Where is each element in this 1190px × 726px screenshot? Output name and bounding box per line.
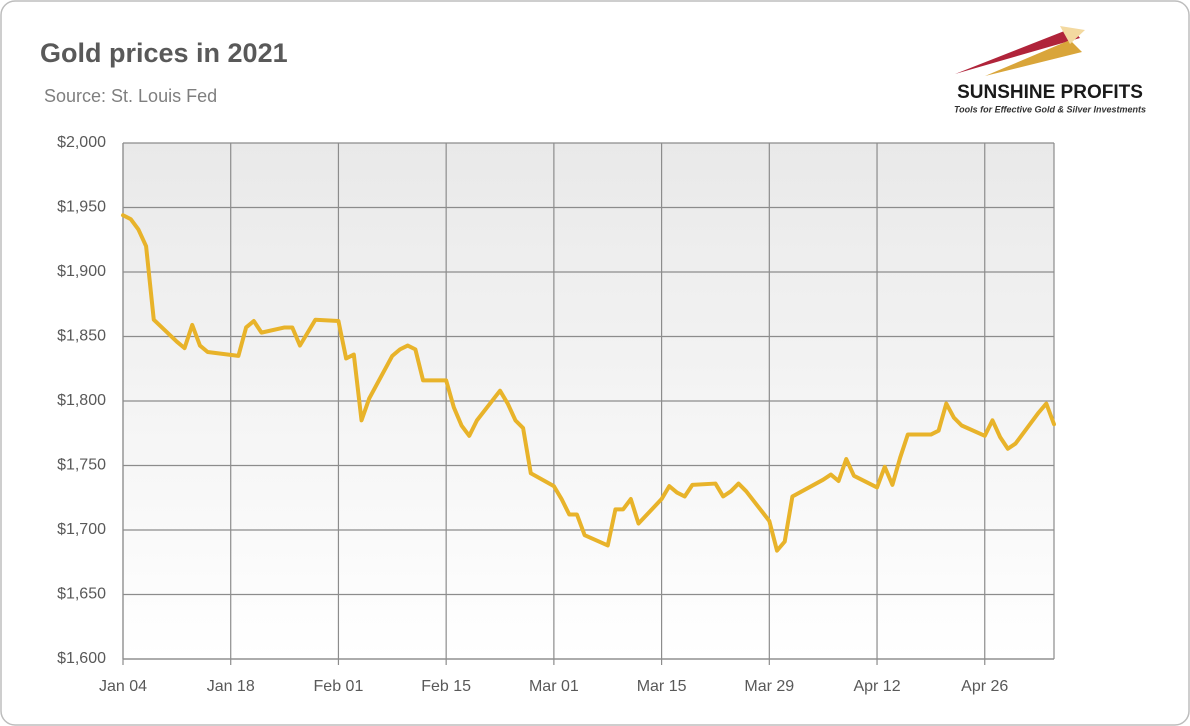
chart-subtitle: Source: St. Louis Fed xyxy=(44,86,217,106)
y-tick-label: $1,650 xyxy=(57,586,106,603)
x-tick-label: Jan 04 xyxy=(99,678,147,695)
x-tick-label: Apr 12 xyxy=(853,678,900,695)
y-tick-label: $1,900 xyxy=(57,263,106,280)
y-tick-label: $2,000 xyxy=(57,134,106,151)
x-tick-label: Mar 15 xyxy=(637,678,687,695)
y-tick-label: $1,950 xyxy=(57,199,106,216)
brand: SUNSHINE PROFITS xyxy=(957,82,1143,103)
logo: SUNSHINE PROFITS Tools for Effective Gol… xyxy=(954,26,1146,114)
x-tick-label: Jan 18 xyxy=(207,678,255,695)
x-tick-label: Feb 15 xyxy=(421,678,471,695)
logo-swoosh xyxy=(1060,26,1085,44)
logo-swoosh xyxy=(955,28,1080,74)
y-tick-label: $1,850 xyxy=(57,328,106,345)
price-line xyxy=(121,213,1056,553)
x-tick-label: Feb 01 xyxy=(314,678,364,695)
y-tick-label: $1,600 xyxy=(57,650,106,667)
y-tick-label: $1,750 xyxy=(57,457,106,474)
logo-swoosh xyxy=(985,40,1082,76)
y-tick-label: $1,800 xyxy=(57,392,106,409)
y-tick-label: $1,700 xyxy=(57,521,106,538)
tagline: Tools for Effective Gold & Silver Invest… xyxy=(954,104,1146,114)
x-tick-label: Mar 29 xyxy=(744,678,794,695)
x-tick-label: Apr 26 xyxy=(961,678,1008,695)
x-tick-label: Mar 01 xyxy=(529,678,579,695)
chart-title: Gold prices in 2021 xyxy=(40,38,288,68)
